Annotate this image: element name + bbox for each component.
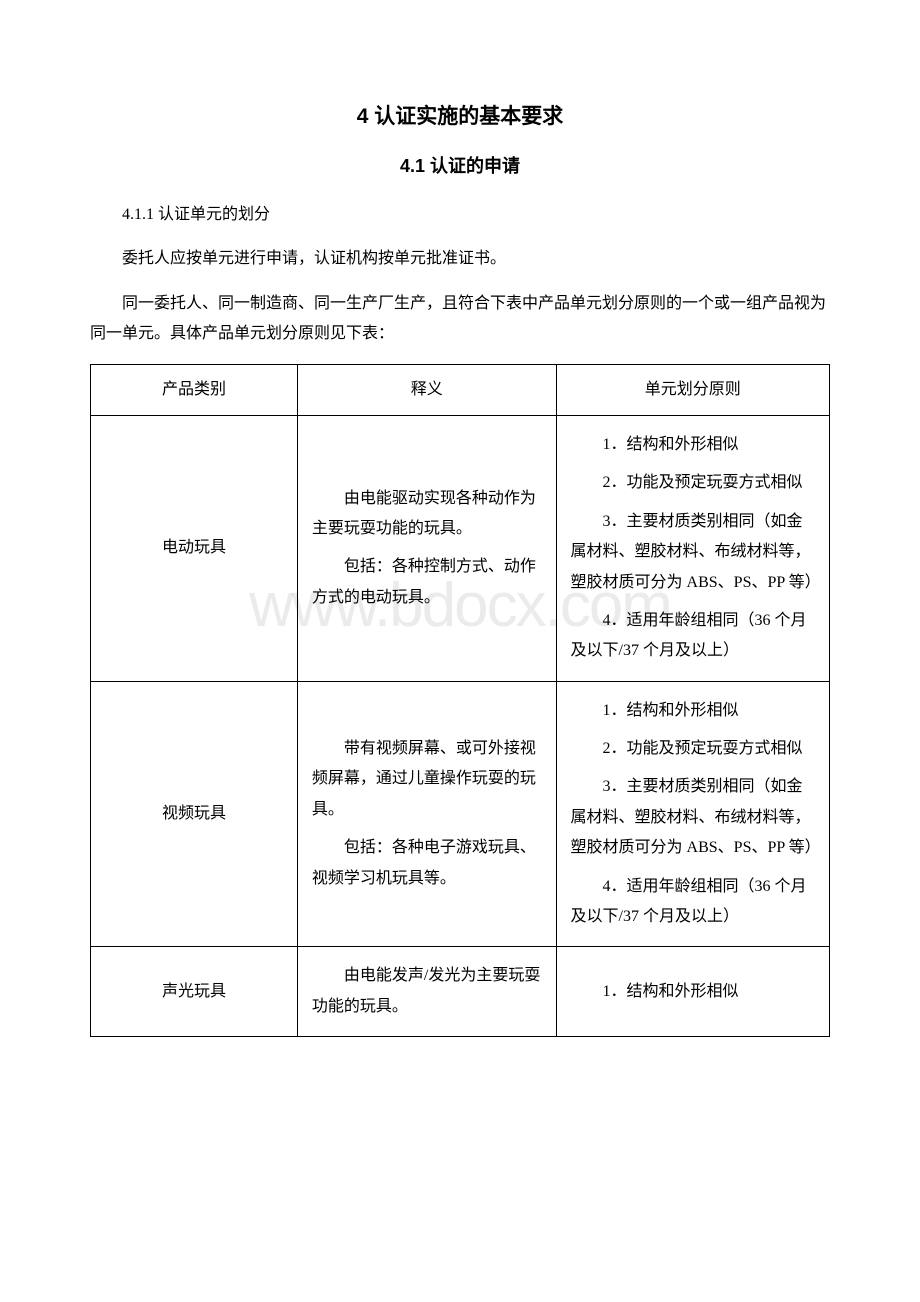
definition-cell: 由电能发声/发光为主要玩耍功能的玩具。: [297, 947, 556, 1037]
table-row: 视频玩具 带有视频屏幕、或可外接视频屏幕，通过儿童操作玩耍的玩具。 包括：各种电…: [91, 681, 830, 947]
table-header-row: 产品类别 释义 单元划分原则: [91, 364, 830, 415]
rule-text: 3．主要材质类别相同（如金属材料、塑胶材料、布绒材料等，塑胶材质可分为 ABS、…: [571, 772, 815, 863]
column-header-definition: 释义: [297, 364, 556, 415]
definition-text: 包括：各种控制方式、动作方式的电动玩具。: [312, 552, 542, 613]
definition-text: 包括：各种电子游戏玩具、视频学习机玩具等。: [312, 833, 542, 894]
section-heading-4: 4 认证实施的基本要求: [90, 100, 830, 130]
category-cell: 电动玩具: [91, 415, 298, 681]
definition-text: 带有视频屏幕、或可外接视频屏幕，通过儿童操作玩耍的玩具。: [312, 734, 542, 825]
subsection-heading-4-1-1: 4.1.1 认证单元的划分: [90, 200, 830, 230]
rule-text: 1．结构和外形相似: [571, 977, 815, 1007]
category-cell: 声光玩具: [91, 947, 298, 1037]
definition-cell: 由电能驱动实现各种动作为主要玩耍功能的玩具。 包括：各种控制方式、动作方式的电动…: [297, 415, 556, 681]
table-row: 声光玩具 由电能发声/发光为主要玩耍功能的玩具。 1．结构和外形相似: [91, 947, 830, 1037]
rule-cell: 1．结构和外形相似: [556, 947, 829, 1037]
rule-text: 2．功能及预定玩耍方式相似: [571, 468, 815, 498]
category-cell: 视频玩具: [91, 681, 298, 947]
definition-text: 由电能驱动实现各种动作为主要玩耍功能的玩具。: [312, 484, 542, 545]
rule-cell: 1．结构和外形相似 2．功能及预定玩耍方式相似 3．主要材质类别相同（如金属材料…: [556, 681, 829, 947]
section-heading-4-1: 4.1 认证的申请: [90, 152, 830, 178]
paragraph-intro-1: 委托人应按单元进行申请，认证机构按单元批准证书。: [90, 244, 830, 274]
rule-text: 4．适用年龄组相同（36 个月及以下/37 个月及以上）: [571, 872, 815, 933]
definition-text: 由电能发声/发光为主要玩耍功能的玩具。: [312, 961, 542, 1022]
definition-cell: 带有视频屏幕、或可外接视频屏幕，通过儿童操作玩耍的玩具。 包括：各种电子游戏玩具…: [297, 681, 556, 947]
column-header-rule: 单元划分原则: [556, 364, 829, 415]
unit-division-table: 产品类别 释义 单元划分原则 电动玩具 由电能驱动实现各种动作为主要玩耍功能的玩…: [90, 364, 830, 1038]
table-row: 电动玩具 由电能驱动实现各种动作为主要玩耍功能的玩具。 包括：各种控制方式、动作…: [91, 415, 830, 681]
rule-text: 1．结构和外形相似: [571, 430, 815, 460]
column-header-category: 产品类别: [91, 364, 298, 415]
paragraph-intro-2: 同一委托人、同一制造商、同一生产厂生产，且符合下表中产品单元划分原则的一个或一组…: [90, 289, 830, 350]
rule-text: 2．功能及预定玩耍方式相似: [571, 734, 815, 764]
rule-text: 1．结构和外形相似: [571, 696, 815, 726]
rule-text: 4．适用年龄组相同（36 个月及以下/37 个月及以上）: [571, 606, 815, 667]
rule-text: 3．主要材质类别相同（如金属材料、塑胶材料、布绒材料等，塑胶材质可分为 ABS、…: [571, 507, 815, 598]
rule-cell: 1．结构和外形相似 2．功能及预定玩耍方式相似 3．主要材质类别相同（如金属材料…: [556, 415, 829, 681]
